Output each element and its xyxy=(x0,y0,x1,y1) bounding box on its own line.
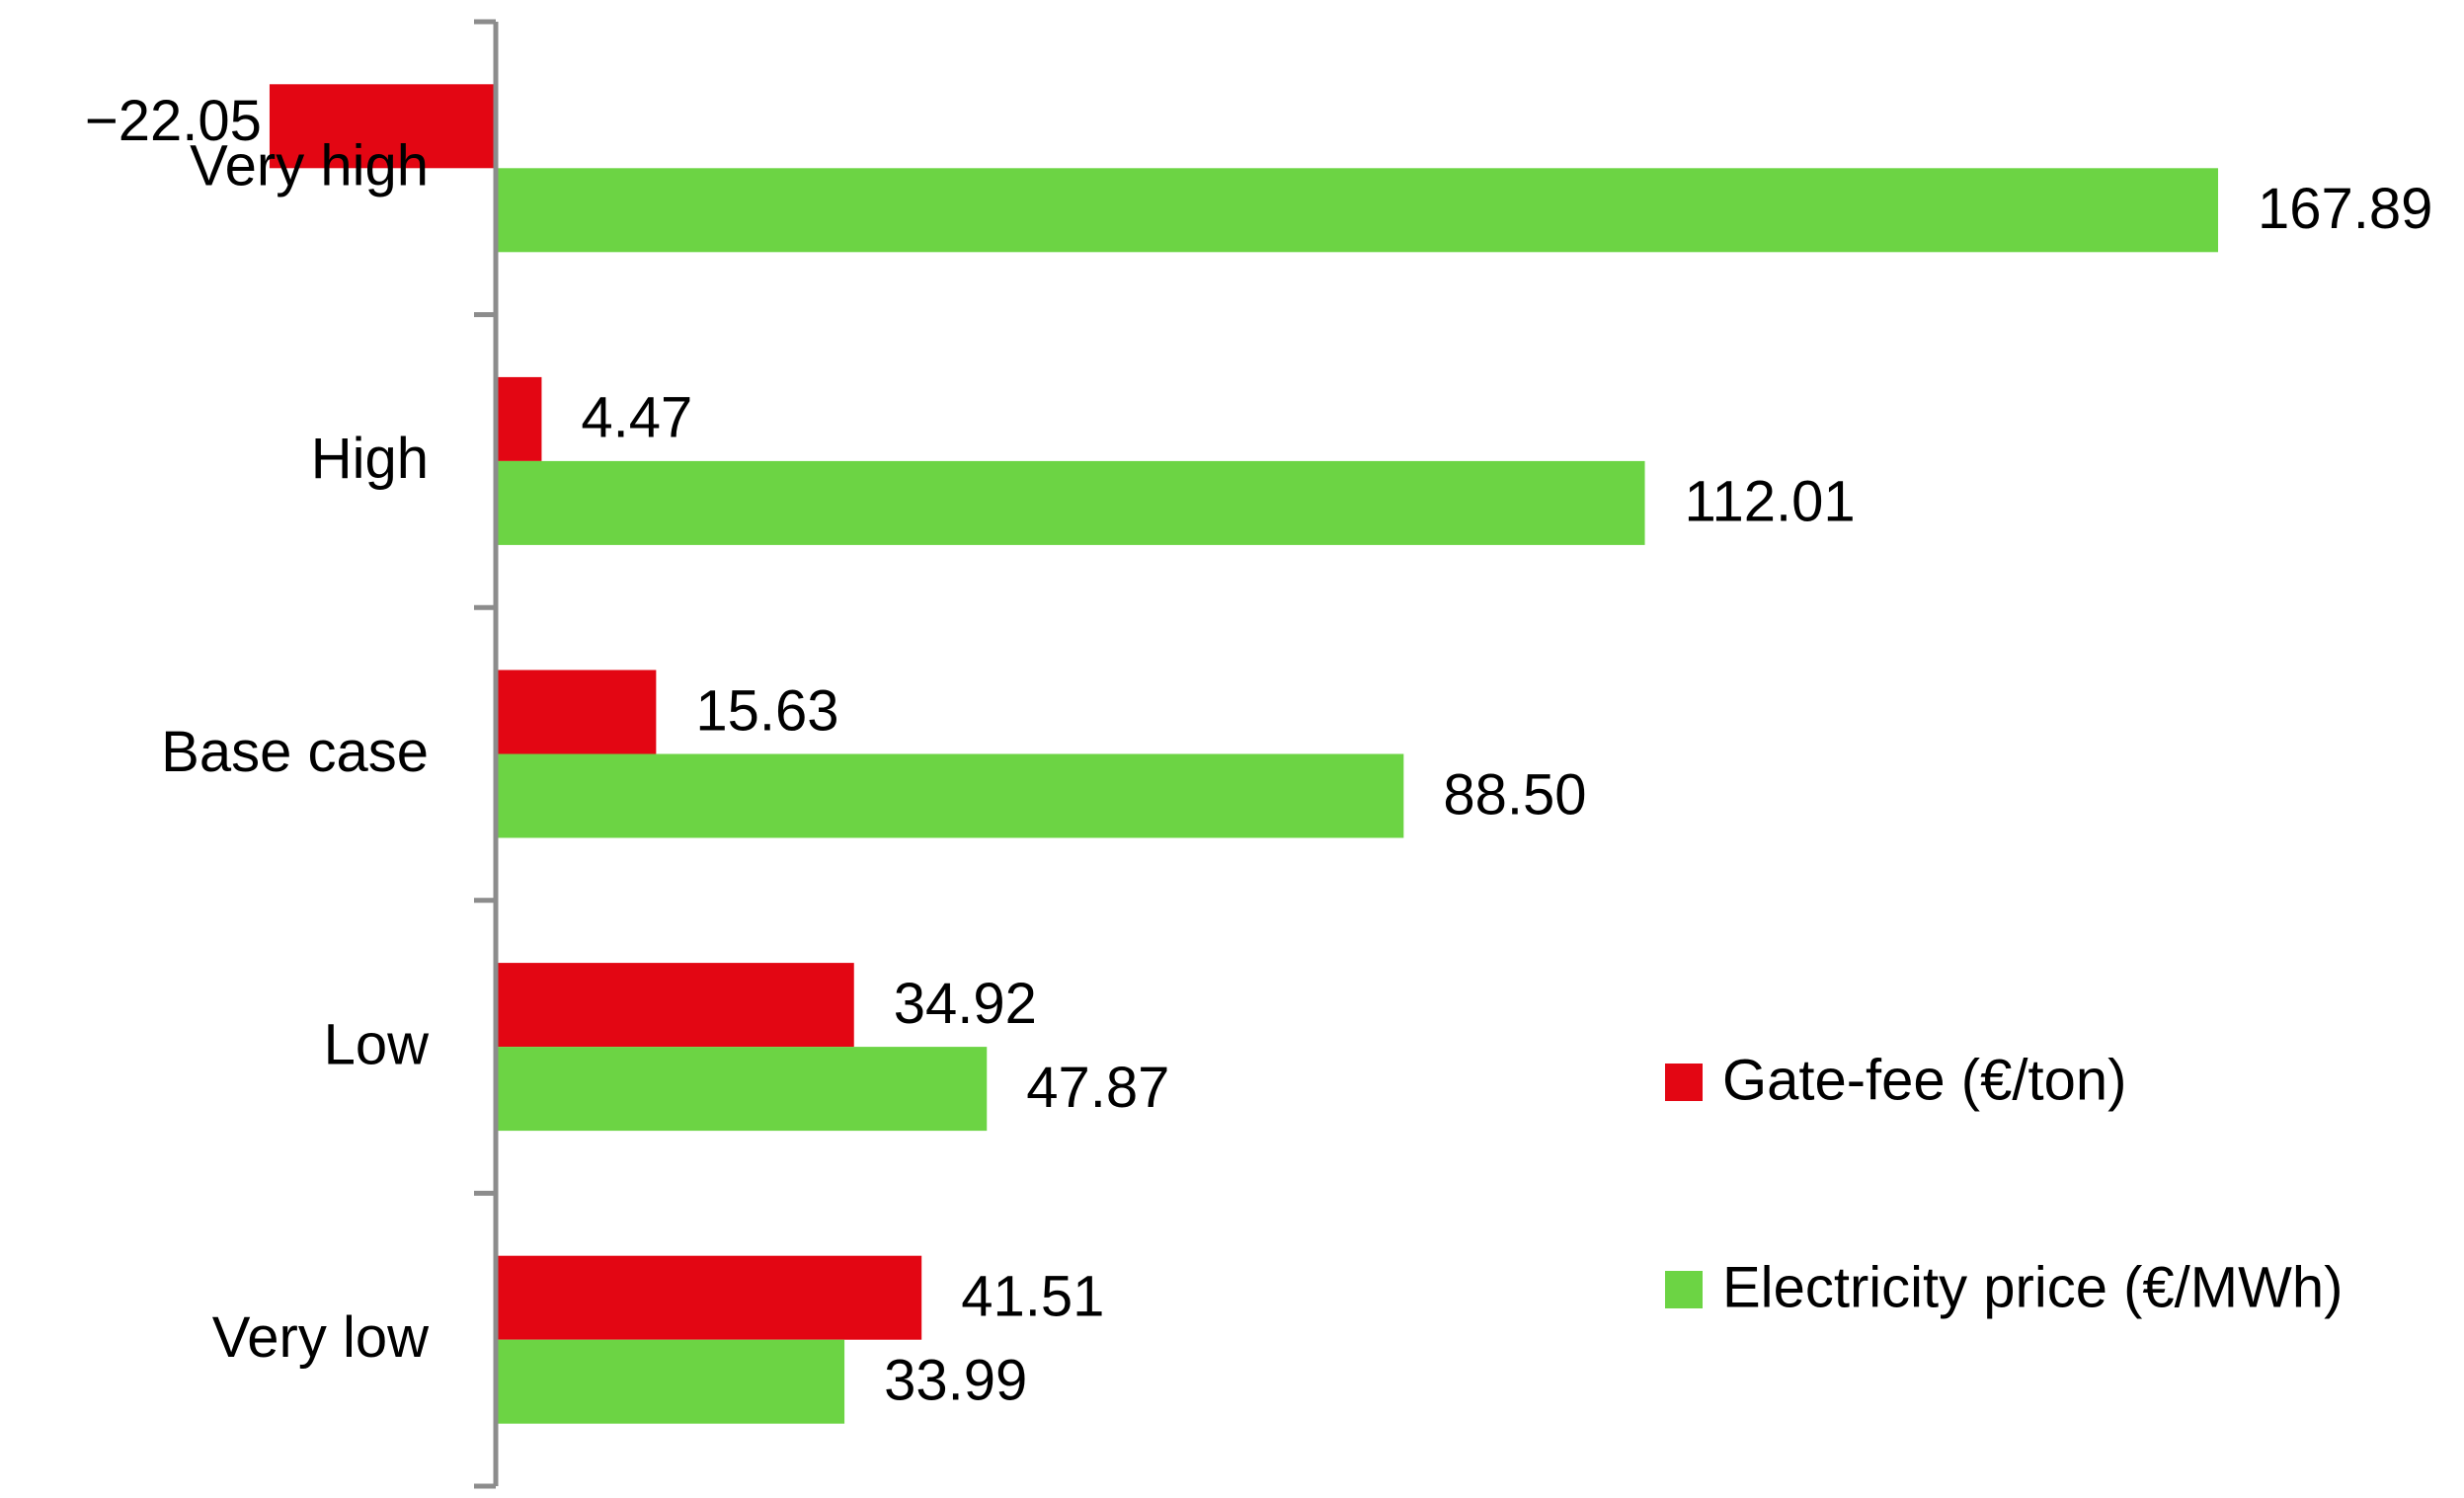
bar-high-gate-fee xyxy=(496,376,542,461)
bar-very-low-electricity-price xyxy=(496,1339,845,1424)
legend-swatch-electricity-price xyxy=(1665,1271,1703,1308)
data-label-low-gate-fee: 34.92 xyxy=(894,972,1037,1036)
category-labels: Very high High Base case Low Very low xyxy=(161,134,430,1370)
category-label-very-high: Very high xyxy=(190,134,429,198)
data-label-very-low-gate-fee: 41.51 xyxy=(961,1265,1104,1329)
legend-swatch-gate-fee xyxy=(1665,1064,1703,1101)
legend-label-electricity-price: Electricity price (€/MWh) xyxy=(1722,1255,2343,1319)
legend: Gate-fee (€/ton) Electricity price (€/MWh… xyxy=(1665,1048,2343,1319)
bars-group xyxy=(269,84,2218,1424)
data-label-very-low-electricity-price: 33.99 xyxy=(884,1349,1027,1413)
bar-very-high-electricity-price xyxy=(496,168,2218,253)
data-labels: −22.05 167.89 4.47 112.01 15.63 88.50 34.92 47.… xyxy=(85,89,2432,1412)
bar-base-case-electricity-price xyxy=(496,753,1404,838)
data-label-high-gate-fee: 4.47 xyxy=(581,386,692,450)
data-label-base-case-electricity-price: 88.50 xyxy=(1443,762,1586,827)
category-label-low: Low xyxy=(324,1012,431,1076)
data-label-high-electricity-price: 112.01 xyxy=(1685,470,1856,534)
legend-label-gate-fee: Gate-fee (€/ton) xyxy=(1722,1048,2126,1112)
bar-very-high-gate-fee xyxy=(269,84,496,169)
bar-low-gate-fee xyxy=(496,963,854,1048)
data-label-low-electricity-price: 47.87 xyxy=(1026,1056,1169,1120)
bar-high-electricity-price xyxy=(496,460,1645,545)
category-axis xyxy=(474,19,499,1489)
category-label-base-case: Base case xyxy=(161,720,429,784)
data-label-base-case-gate-fee: 15.63 xyxy=(695,678,838,743)
bar-base-case-gate-fee xyxy=(496,670,657,754)
bar-low-electricity-price xyxy=(496,1047,988,1132)
category-label-very-low: Very low xyxy=(212,1305,430,1370)
bar-very-low-gate-fee xyxy=(496,1255,922,1340)
data-label-very-high-electricity-price: 167.89 xyxy=(2258,177,2432,241)
data-label-very-high-gate-fee: −22.05 xyxy=(85,89,262,153)
category-label-high: High xyxy=(311,427,429,491)
